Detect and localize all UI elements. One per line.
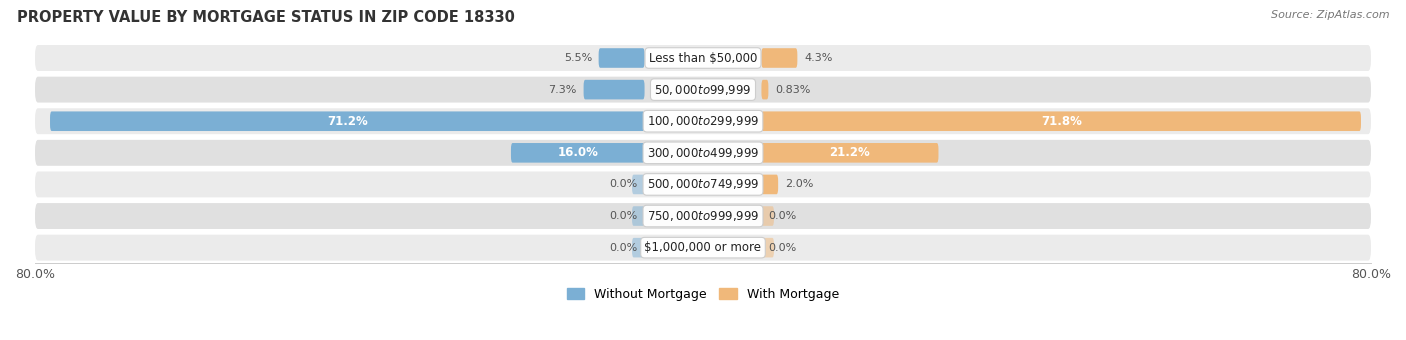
FancyBboxPatch shape bbox=[35, 235, 1371, 260]
FancyBboxPatch shape bbox=[762, 143, 938, 163]
FancyBboxPatch shape bbox=[762, 80, 769, 99]
FancyBboxPatch shape bbox=[35, 45, 1371, 71]
FancyBboxPatch shape bbox=[35, 140, 1371, 166]
Text: $750,000 to $999,999: $750,000 to $999,999 bbox=[647, 209, 759, 223]
Text: $500,000 to $749,999: $500,000 to $749,999 bbox=[647, 177, 759, 191]
Text: 0.0%: 0.0% bbox=[610, 180, 638, 189]
FancyBboxPatch shape bbox=[35, 76, 1371, 103]
FancyBboxPatch shape bbox=[35, 171, 1371, 198]
Text: 0.83%: 0.83% bbox=[775, 85, 810, 95]
Legend: Without Mortgage, With Mortgage: Without Mortgage, With Mortgage bbox=[562, 283, 844, 306]
FancyBboxPatch shape bbox=[583, 80, 644, 99]
Text: 4.3%: 4.3% bbox=[804, 53, 832, 63]
Text: 71.8%: 71.8% bbox=[1040, 115, 1081, 128]
FancyBboxPatch shape bbox=[35, 203, 1371, 229]
Text: 0.0%: 0.0% bbox=[610, 211, 638, 221]
Text: 7.3%: 7.3% bbox=[548, 85, 576, 95]
Text: 0.0%: 0.0% bbox=[768, 211, 796, 221]
FancyBboxPatch shape bbox=[762, 112, 1361, 131]
FancyBboxPatch shape bbox=[633, 175, 644, 194]
Text: $300,000 to $499,999: $300,000 to $499,999 bbox=[647, 146, 759, 160]
FancyBboxPatch shape bbox=[762, 238, 773, 257]
Text: Source: ZipAtlas.com: Source: ZipAtlas.com bbox=[1271, 10, 1389, 20]
FancyBboxPatch shape bbox=[633, 238, 644, 257]
Text: $100,000 to $299,999: $100,000 to $299,999 bbox=[647, 114, 759, 128]
Text: 16.0%: 16.0% bbox=[557, 146, 598, 159]
Text: 5.5%: 5.5% bbox=[564, 53, 592, 63]
FancyBboxPatch shape bbox=[51, 112, 644, 131]
FancyBboxPatch shape bbox=[762, 206, 773, 226]
FancyBboxPatch shape bbox=[762, 175, 778, 194]
Text: 0.0%: 0.0% bbox=[768, 243, 796, 253]
Text: $1,000,000 or more: $1,000,000 or more bbox=[644, 241, 762, 254]
Text: 2.0%: 2.0% bbox=[785, 180, 813, 189]
Text: $50,000 to $99,999: $50,000 to $99,999 bbox=[654, 83, 752, 97]
FancyBboxPatch shape bbox=[35, 108, 1371, 134]
FancyBboxPatch shape bbox=[762, 48, 797, 68]
FancyBboxPatch shape bbox=[510, 143, 644, 163]
Text: Less than $50,000: Less than $50,000 bbox=[648, 51, 758, 65]
Text: PROPERTY VALUE BY MORTGAGE STATUS IN ZIP CODE 18330: PROPERTY VALUE BY MORTGAGE STATUS IN ZIP… bbox=[17, 10, 515, 25]
Text: 71.2%: 71.2% bbox=[328, 115, 367, 128]
Text: 21.2%: 21.2% bbox=[830, 146, 870, 159]
FancyBboxPatch shape bbox=[599, 48, 644, 68]
FancyBboxPatch shape bbox=[633, 206, 644, 226]
Text: 0.0%: 0.0% bbox=[610, 243, 638, 253]
